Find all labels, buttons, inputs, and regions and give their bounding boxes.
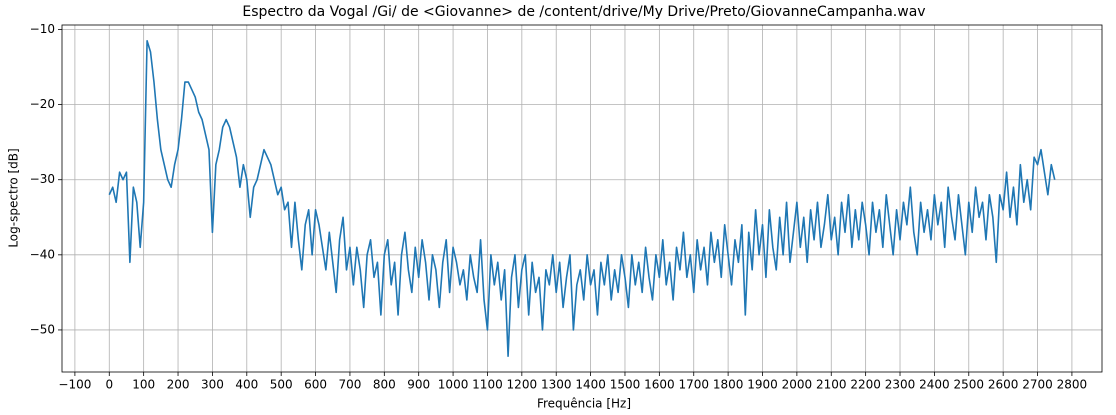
x-tick-label: 1800 [713,378,744,392]
y-tick-label: −50 [30,322,55,336]
plot-frame [61,24,1103,373]
x-tick-label: 1300 [541,378,572,392]
x-tick-label: 1600 [644,378,675,392]
x-tick-label: 2700 [1022,378,1053,392]
x-tick-label: 700 [338,378,361,392]
x-tick-label: 400 [235,378,258,392]
y-tick-label: −40 [30,247,55,261]
x-tick-label: 2000 [782,378,813,392]
x-tick-label: 1900 [747,378,778,392]
y-tick-label: −20 [30,97,55,111]
line-series [108,39,1056,358]
x-tick-label: 2500 [954,378,985,392]
x-tick-label: 200 [167,378,190,392]
x-tick-label: 2600 [988,378,1019,392]
x-tick-label: 0 [105,378,113,392]
x-tick-label: 2100 [816,378,847,392]
x-tick-label: −100 [58,378,91,392]
x-tick-label: 2300 [885,378,916,392]
x-tick-label: 900 [407,378,430,392]
y-axis-label: Log-spectro [dB] [7,148,21,247]
x-tick-label: 1400 [575,378,606,392]
x-tick-label: 300 [201,378,224,392]
x-tick-label: 1100 [472,378,503,392]
x-tick-label: 2400 [919,378,950,392]
x-tick-label: 2200 [850,378,881,392]
x-tick-label: 1200 [507,378,538,392]
x-tick-label: 1500 [610,378,641,392]
y-tick-label: −10 [30,22,55,36]
chart-title: Espectro da Vogal /Gi/ de <Giovanne> de … [242,4,925,20]
y-tick-label: −30 [30,172,55,186]
x-tick-label: 100 [132,378,155,392]
x-tick-label: 500 [270,378,293,392]
x-axis-label: Frequência [Hz] [537,397,631,411]
x-tick-label: 1700 [678,378,709,392]
x-tick-label: 2800 [1057,378,1088,392]
x-tick-label: 600 [304,378,327,392]
x-tick-label: 800 [373,378,396,392]
x-tick-label: 1000 [438,378,469,392]
